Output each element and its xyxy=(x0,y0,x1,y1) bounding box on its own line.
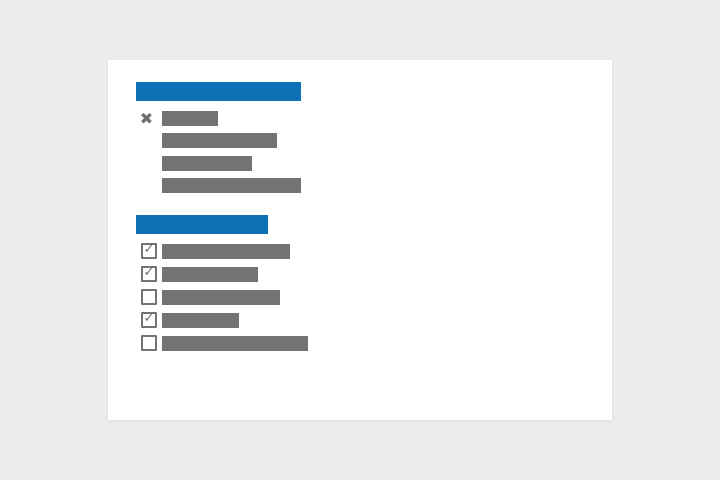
checkbox-label-placeholder xyxy=(162,267,258,282)
check-icon: ✓ xyxy=(143,242,155,257)
checkbox[interactable]: ✓ xyxy=(141,289,157,305)
checkbox[interactable]: ✓ xyxy=(141,266,157,282)
text-line-placeholder xyxy=(162,111,218,126)
section-title-placeholder xyxy=(136,215,268,234)
checkbox-label-placeholder xyxy=(162,313,239,328)
check-icon: ✓ xyxy=(143,265,155,280)
checkbox-label-placeholder xyxy=(162,244,290,259)
content-card: ✖ ✓ ✓ ✓ ✓ ✓ xyxy=(108,60,612,420)
checkbox[interactable]: ✓ xyxy=(141,243,157,259)
section-title-placeholder xyxy=(136,82,301,101)
checkbox[interactable]: ✓ xyxy=(141,335,157,351)
checkbox[interactable]: ✓ xyxy=(141,312,157,328)
checkbox-label-placeholder xyxy=(162,290,280,305)
text-line-placeholder xyxy=(162,133,277,148)
checkbox-label-placeholder xyxy=(162,336,308,351)
text-line-placeholder xyxy=(162,178,301,193)
text-line-placeholder xyxy=(162,156,252,171)
check-icon: ✓ xyxy=(143,311,155,326)
close-icon[interactable]: ✖ xyxy=(139,109,154,128)
